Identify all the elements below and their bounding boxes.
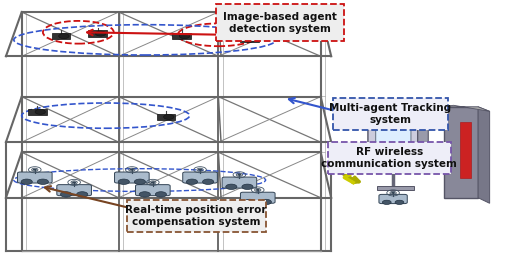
Circle shape: [59, 34, 69, 39]
Bar: [88, 30, 107, 37]
Circle shape: [60, 192, 72, 197]
FancyBboxPatch shape: [379, 194, 407, 204]
Polygon shape: [444, 105, 490, 111]
Circle shape: [33, 169, 37, 171]
Circle shape: [186, 179, 198, 184]
Circle shape: [289, 34, 300, 39]
FancyBboxPatch shape: [17, 172, 52, 183]
Bar: [282, 33, 301, 39]
Circle shape: [130, 169, 134, 171]
Circle shape: [248, 36, 258, 41]
Circle shape: [203, 179, 214, 184]
Circle shape: [134, 179, 146, 184]
Polygon shape: [368, 112, 418, 172]
Bar: [172, 33, 191, 39]
Circle shape: [37, 179, 48, 184]
FancyBboxPatch shape: [216, 5, 345, 41]
FancyBboxPatch shape: [115, 172, 149, 183]
Circle shape: [244, 199, 255, 205]
FancyBboxPatch shape: [57, 185, 92, 196]
Circle shape: [179, 34, 190, 39]
Circle shape: [256, 189, 260, 191]
Circle shape: [382, 200, 391, 204]
Circle shape: [72, 181, 76, 183]
Circle shape: [242, 184, 253, 189]
FancyBboxPatch shape: [222, 177, 257, 188]
Circle shape: [95, 31, 106, 36]
FancyBboxPatch shape: [127, 200, 266, 232]
Bar: [28, 109, 47, 115]
FancyBboxPatch shape: [328, 142, 451, 174]
Text: Multi-agent Tracking
system: Multi-agent Tracking system: [329, 103, 451, 124]
Circle shape: [35, 109, 45, 114]
Circle shape: [139, 192, 150, 197]
Polygon shape: [418, 112, 428, 172]
Bar: [444, 107, 478, 198]
Circle shape: [198, 169, 202, 171]
Polygon shape: [376, 118, 411, 166]
Circle shape: [155, 192, 167, 197]
Circle shape: [21, 179, 32, 184]
Circle shape: [260, 199, 271, 205]
FancyBboxPatch shape: [183, 172, 217, 183]
Circle shape: [391, 192, 395, 194]
FancyBboxPatch shape: [240, 192, 275, 203]
Bar: [460, 122, 471, 178]
Polygon shape: [368, 112, 428, 117]
Circle shape: [77, 192, 88, 197]
Bar: [240, 35, 259, 42]
Circle shape: [237, 174, 241, 176]
Circle shape: [151, 181, 155, 183]
Bar: [157, 114, 175, 120]
Bar: [52, 33, 70, 39]
Circle shape: [118, 179, 129, 184]
FancyBboxPatch shape: [136, 185, 170, 196]
Text: Real-time position error
compensation system: Real-time position error compensation sy…: [125, 205, 267, 227]
Text: RF wireless
communication system: RF wireless communication system: [321, 147, 457, 169]
Circle shape: [164, 114, 174, 119]
Text: Image-based agent
detection system: Image-based agent detection system: [223, 12, 337, 34]
Bar: [377, 186, 414, 190]
Circle shape: [395, 200, 404, 204]
FancyBboxPatch shape: [333, 98, 448, 130]
Polygon shape: [478, 107, 490, 203]
Circle shape: [226, 184, 237, 189]
